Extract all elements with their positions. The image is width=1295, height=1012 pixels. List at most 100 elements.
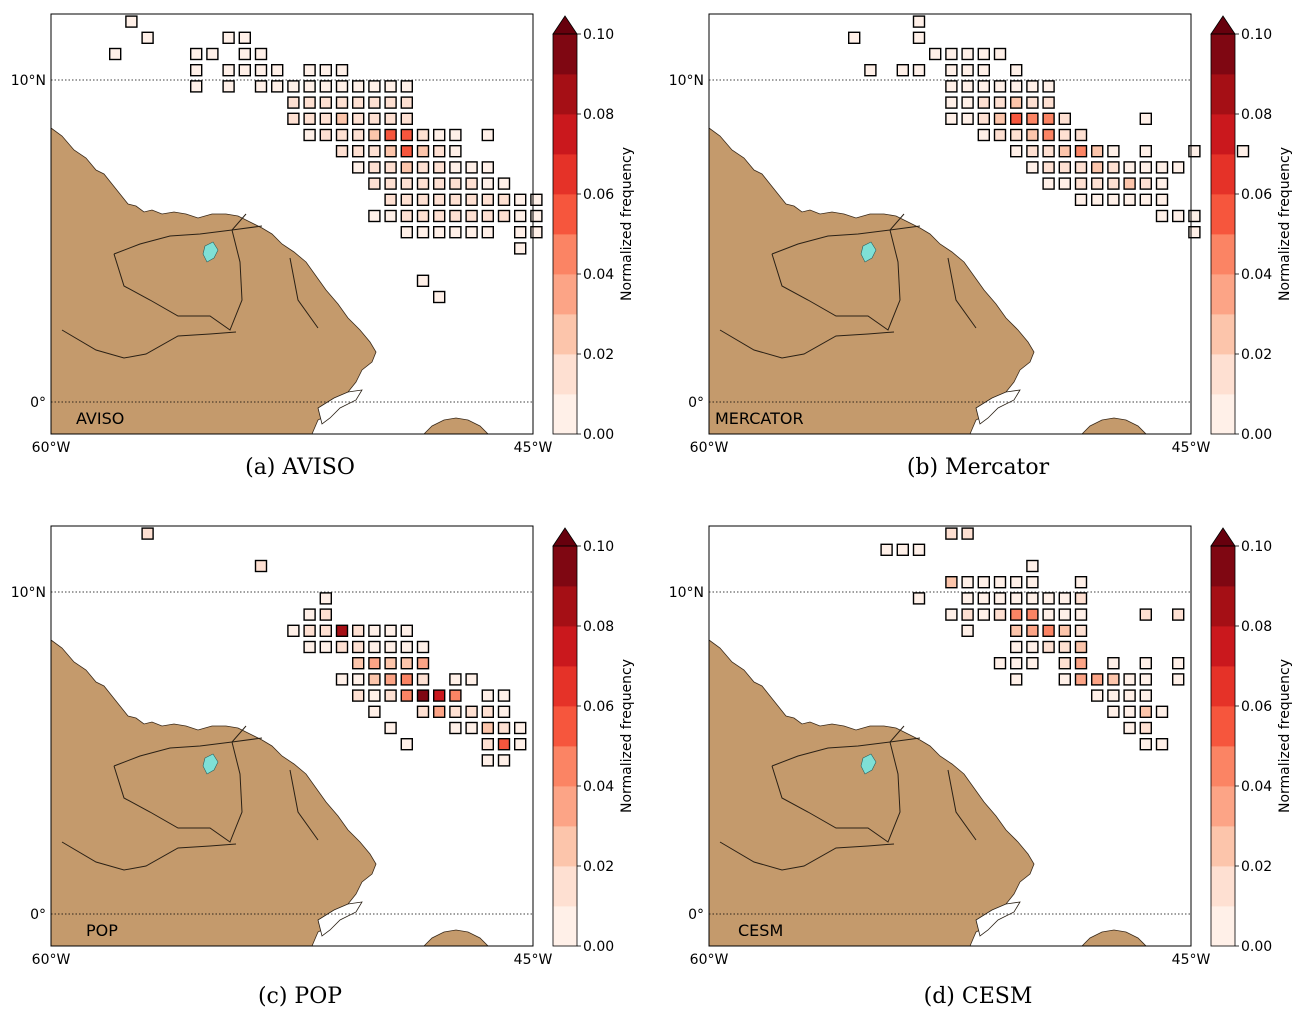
grid-cell	[416, 689, 430, 702]
grid-cell	[1026, 559, 1039, 573]
lat-label-10n: 10°N	[669, 585, 704, 601]
land-brazil-east	[423, 929, 489, 947]
grid-cell	[497, 177, 511, 190]
grid-cell	[514, 242, 527, 255]
colorbar-tick-label: 0.06	[583, 187, 614, 203]
grid-cell	[433, 225, 446, 239]
grid-cell	[1042, 128, 1055, 142]
grid-cell	[352, 673, 365, 686]
grid-cell	[1074, 608, 1088, 621]
colorbar-segment	[553, 546, 577, 587]
colorbar-tick-label: 0.08	[1241, 619, 1272, 635]
grid-cell	[1026, 80, 1039, 93]
grid-cell	[449, 177, 462, 190]
map-cesm: 10°N0°60°W 45°WCESM0.100.080.060.040.020.…	[669, 525, 1293, 968]
grid-cell	[433, 161, 446, 174]
grid-cell	[141, 527, 154, 540]
grid-cell	[222, 80, 235, 93]
grid-cell	[1026, 161, 1039, 174]
grid-cell	[1091, 144, 1104, 158]
border-lines-south	[719, 769, 977, 871]
colorbar-frame	[552, 33, 578, 435]
grid-cell	[1172, 608, 1185, 621]
border-lines	[113, 213, 247, 331]
grid-cell	[961, 112, 974, 126]
grid-cell	[400, 209, 413, 223]
grid-cell	[514, 225, 527, 239]
colorbar-tick-label: 0.08	[1241, 107, 1272, 123]
colorbar-frame	[1210, 545, 1236, 947]
lake	[202, 241, 219, 263]
border-lines-south	[719, 257, 977, 359]
grid-cell	[433, 177, 446, 190]
grid-cell	[1188, 209, 1201, 223]
river-delta	[317, 389, 363, 425]
grid-cell	[449, 689, 462, 702]
grid-cell	[352, 161, 365, 174]
grid-cell	[384, 177, 397, 190]
grid-cell	[1091, 177, 1104, 190]
colorbar-segment	[553, 274, 577, 315]
grid-cell	[352, 640, 365, 654]
colorbar-tick-label: 0.10	[583, 27, 614, 43]
grid-cell	[335, 80, 349, 93]
caption-mercator: (b) Mercator	[906, 455, 1050, 480]
caption-cesm: (d) CESM	[923, 984, 1033, 1009]
colorbar-title: Normalized frequency	[619, 147, 635, 301]
grid-cell	[449, 144, 462, 158]
grid-cell	[1042, 177, 1055, 190]
grid-cell	[1058, 656, 1071, 670]
lon-label-45w: 45°W	[514, 952, 553, 968]
grid-cell	[945, 63, 958, 77]
map-pop: 10°N 0° 60°W 45°W POP 0.10 0.08 0.06 0.04 0.02 0.0…	[11, 525, 635, 968]
grid-cell	[1139, 144, 1152, 158]
grid-cell	[912, 31, 926, 44]
grid-cell	[1010, 673, 1023, 686]
grid-cell	[1155, 705, 1169, 719]
grid-cell	[530, 193, 543, 207]
grid-cell	[449, 225, 462, 239]
colorbar-segment	[553, 194, 577, 235]
grid-cell	[912, 63, 926, 77]
colorbar-segment	[553, 746, 577, 787]
grid-cell	[1026, 624, 1039, 638]
grid-cell	[1026, 656, 1039, 670]
grid-cell	[514, 209, 527, 223]
grid-cell	[416, 177, 430, 190]
colorbar-tick-label: 0.04	[583, 267, 614, 283]
colorbar-extend-arrow	[1210, 527, 1236, 547]
cells-mercator	[847, 15, 1250, 239]
grid-cell	[449, 705, 462, 719]
colorbar-tick-label: 0.02	[583, 859, 614, 875]
grid-cell	[400, 80, 413, 93]
grid-cell	[1074, 640, 1088, 654]
grid-cell	[864, 63, 877, 77]
colorbar-segment	[1211, 354, 1235, 395]
grid-cell	[368, 624, 381, 638]
grid-cell	[1010, 575, 1023, 589]
land-brazil-east	[1081, 929, 1147, 947]
grid-cell	[1139, 161, 1152, 174]
colorbar: 0.10 0.08 0.06 0.04 0.02 0.00 Normalized frequ…	[1210, 15, 1293, 443]
grid-cell	[400, 737, 413, 751]
grid-cell	[335, 112, 349, 126]
grid-cell	[993, 575, 1007, 589]
lat-label-10n: 10°N	[11, 73, 46, 89]
grid-cell	[416, 705, 430, 719]
grid-cell	[108, 47, 122, 61]
grid-cell	[384, 721, 397, 735]
grid-cell	[1010, 128, 1023, 142]
colorbar-segment	[553, 626, 577, 667]
map-mercator: 10°N0°60°W 45°WMERCATOR0.100.080.060.040.…	[669, 13, 1293, 456]
grid-cell	[222, 31, 235, 44]
grid-cell	[384, 80, 397, 93]
grid-cell	[961, 96, 974, 109]
colorbar-tick-label: 0.08	[583, 107, 614, 123]
grid-cell	[1155, 177, 1169, 190]
grid-cell	[1058, 624, 1071, 638]
grid-cell	[1026, 144, 1039, 158]
grid-cell	[1042, 624, 1055, 638]
grid-cell	[1026, 640, 1039, 654]
colorbar-segment	[553, 666, 577, 707]
colorbar-tick-label: 0.00	[583, 939, 614, 955]
